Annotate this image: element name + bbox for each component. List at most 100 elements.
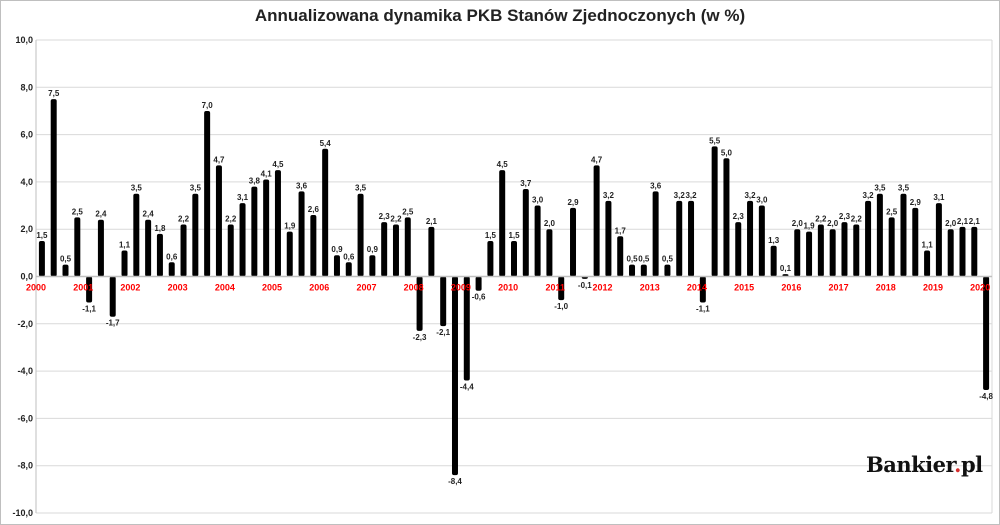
data-label: 4,5	[272, 160, 284, 169]
chart-title: Annualizowana dynamika PKB Stanów Zjedno…	[254, 6, 746, 25]
bar	[971, 226, 978, 277]
bar	[392, 224, 399, 277]
bar	[239, 203, 246, 277]
data-label: 2,1	[957, 217, 969, 226]
x-year-label: 2016	[781, 283, 801, 293]
data-label: 2,2	[225, 214, 237, 223]
data-label: 3,8	[249, 177, 261, 186]
y-tick-label: -6,0	[17, 413, 33, 423]
bar	[640, 264, 647, 277]
data-label: 4,7	[591, 155, 603, 164]
data-label: 1,5	[485, 231, 497, 240]
data-label: 2,4	[143, 210, 155, 219]
bar	[605, 200, 612, 277]
x-year-label: 2000	[26, 283, 46, 293]
data-label: 4,5	[497, 160, 509, 169]
bar	[912, 207, 919, 277]
data-label: 2,2	[851, 214, 863, 223]
bar	[463, 276, 470, 381]
x-year-label: 2006	[309, 283, 329, 293]
bar	[841, 222, 848, 277]
data-label: 7,0	[202, 101, 214, 110]
bar	[735, 222, 742, 277]
data-label: 2,1	[426, 217, 438, 226]
data-label: 3,2	[674, 191, 686, 200]
x-year-label: 2003	[168, 283, 188, 293]
bar	[947, 229, 954, 277]
bar	[416, 276, 423, 331]
data-label: 3,1	[933, 193, 945, 202]
y-tick-label: 0,0	[20, 272, 33, 282]
bar	[274, 170, 281, 277]
data-label: 3,2	[863, 191, 875, 200]
data-label: 3,5	[355, 184, 367, 193]
data-label: 2,3	[733, 212, 745, 221]
data-label: 1,8	[154, 224, 166, 233]
data-label: 0,9	[367, 245, 379, 254]
bar	[251, 186, 258, 277]
data-label: 3,6	[296, 181, 308, 190]
data-label: 3,1	[237, 193, 249, 202]
data-label: 2,3	[839, 212, 851, 221]
data-label: 1,7	[615, 226, 627, 235]
data-label: 1,9	[803, 222, 815, 231]
y-tick-label: -4,0	[17, 366, 33, 376]
bar	[558, 276, 565, 301]
data-label: -1,7	[106, 319, 120, 328]
data-label: 1,5	[508, 231, 520, 240]
bar	[593, 165, 600, 277]
bar	[156, 233, 163, 277]
data-label: 2,9	[910, 198, 922, 207]
bar	[935, 203, 942, 277]
data-label: 3,5	[874, 184, 886, 193]
bar	[475, 276, 482, 291]
bar	[133, 193, 140, 277]
data-label: 0,6	[166, 252, 178, 261]
data-label: 2,0	[544, 219, 556, 228]
bar	[357, 193, 364, 277]
x-year-label: 2005	[262, 283, 282, 293]
bar	[546, 229, 553, 277]
data-label: -4,4	[460, 383, 474, 392]
bar	[770, 245, 777, 277]
data-label: 7,5	[48, 89, 60, 98]
data-label: 3,5	[898, 184, 910, 193]
bar	[924, 250, 931, 277]
data-label: 2,6	[308, 205, 320, 214]
data-label: -0,1	[578, 281, 592, 290]
data-label: -1,0	[554, 302, 568, 311]
bar	[97, 219, 104, 277]
data-label: 2,3	[379, 212, 391, 221]
data-label: 2,2	[178, 214, 190, 223]
bar	[38, 241, 45, 277]
bar	[62, 264, 69, 277]
data-label: 0,5	[626, 255, 638, 264]
x-year-label: 2001	[73, 283, 93, 293]
data-label: 5,0	[721, 148, 733, 157]
data-label: 3,2	[603, 191, 615, 200]
logo-suffix: pl	[960, 452, 983, 477]
data-label: 2,5	[886, 207, 898, 216]
x-year-label: 2018	[876, 283, 896, 293]
bar	[806, 231, 813, 277]
y-tick-label: 6,0	[20, 130, 33, 140]
data-label: -4,8	[979, 392, 993, 401]
y-tick-label: 10,0	[15, 35, 33, 45]
data-label: 5,4	[320, 139, 332, 148]
data-label: 2,2	[815, 214, 827, 223]
x-year-label: 2015	[734, 283, 754, 293]
bar	[699, 276, 706, 303]
y-tick-label: 8,0	[20, 82, 33, 92]
bar	[629, 264, 636, 277]
bar	[534, 205, 541, 277]
data-label: -8,4	[448, 477, 462, 486]
bar	[333, 255, 340, 277]
bar	[676, 200, 683, 277]
data-label: 3,7	[520, 179, 532, 188]
bar	[86, 276, 93, 303]
data-label: 2,0	[945, 219, 957, 228]
bar	[747, 200, 754, 277]
x-year-label: 2012	[593, 283, 613, 293]
bar	[652, 191, 659, 277]
bar	[369, 255, 376, 277]
